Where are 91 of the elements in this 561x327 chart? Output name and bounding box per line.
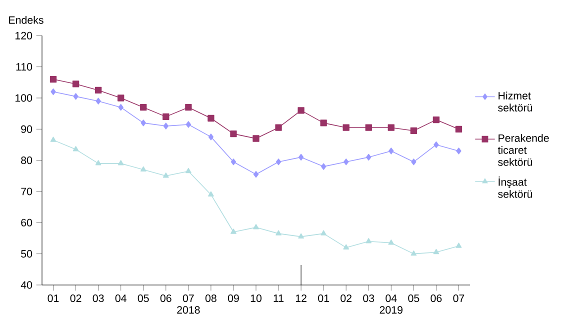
y-tick-label: 70 [21,188,32,196]
point [186,121,192,128]
legend-label: İnşaat sektörü [498,176,532,198]
point [118,160,124,166]
point [298,154,304,161]
point [140,120,146,126]
y-tick-label: 100 [16,94,32,102]
x-tick-label: 06 [430,294,442,302]
x-tick-label: 07 [453,294,464,302]
point [230,130,237,138]
x-tick-label: 10 [250,294,262,302]
point [208,114,214,122]
point [365,124,372,131]
point [96,98,101,104]
point [162,172,169,178]
point [410,127,418,134]
x-tick-label: 03 [363,294,374,302]
point [72,80,80,88]
x-tick-label: 02 [70,294,82,302]
x-tick-label: 11 [274,294,284,302]
point [366,154,372,161]
y-tick-label: 60 [21,218,32,226]
point [50,76,57,83]
y-tick-label: 80 [21,156,32,164]
point [230,158,236,166]
x-tick-label: 09 [228,294,239,302]
point [50,136,56,142]
point [411,158,416,166]
point [253,224,259,230]
x-tick-label: 08 [205,294,216,302]
legend-label: Hizmet sektörü [498,92,532,112]
x-tick-label: 07 [182,294,194,302]
point [252,135,260,142]
point [344,158,349,166]
x-tick-label: 03 [92,294,104,302]
point [320,120,327,126]
point [140,166,146,172]
point [208,191,214,196]
point [162,113,170,120]
point [73,93,78,100]
x-tick-label: 05 [408,294,420,302]
text: 2018 [177,306,200,314]
point [185,168,192,174]
point [276,158,282,166]
point [388,148,394,154]
y-tick-label: 40 [20,281,32,289]
y-tick-label: 120 [16,32,32,40]
point [455,126,462,132]
point [298,107,304,114]
x-tick-label: 04 [386,294,397,302]
point [276,230,282,236]
x-tick-label: 02 [340,294,352,302]
x-tick-label: 06 [160,294,172,302]
point [320,163,326,170]
point [208,134,214,140]
point [230,228,236,234]
x-tick-label: 04 [115,294,126,302]
point [410,250,417,256]
point [253,171,259,178]
point [456,242,462,248]
point [343,244,350,250]
point [275,124,282,131]
point [140,104,147,111]
x-tick-label: 05 [138,294,149,302]
x-tick-label: 01 [318,294,329,302]
y-tick-label: 50 [21,250,32,258]
point [50,88,56,96]
legend-label: Perakende ticaret sektörü [498,134,549,166]
point [432,116,440,124]
point [456,148,462,154]
point [163,122,168,130]
point [320,230,327,236]
point [118,104,124,111]
text: 2019 [380,306,402,314]
point [388,124,394,131]
point [434,141,439,148]
x-tick-label: 01 [48,294,59,302]
point [298,233,304,239]
point [185,104,192,111]
point [94,86,102,94]
point [72,146,79,152]
y-tick-label: 110 [16,63,32,71]
point [388,240,394,245]
point [366,238,372,244]
point [342,124,350,131]
y-tick-label: 90 [21,125,32,133]
point [433,248,440,254]
point [95,160,102,166]
y-axis-title: Endeks [9,16,44,24]
x-tick-label: 12 [296,294,306,302]
point [118,94,124,102]
